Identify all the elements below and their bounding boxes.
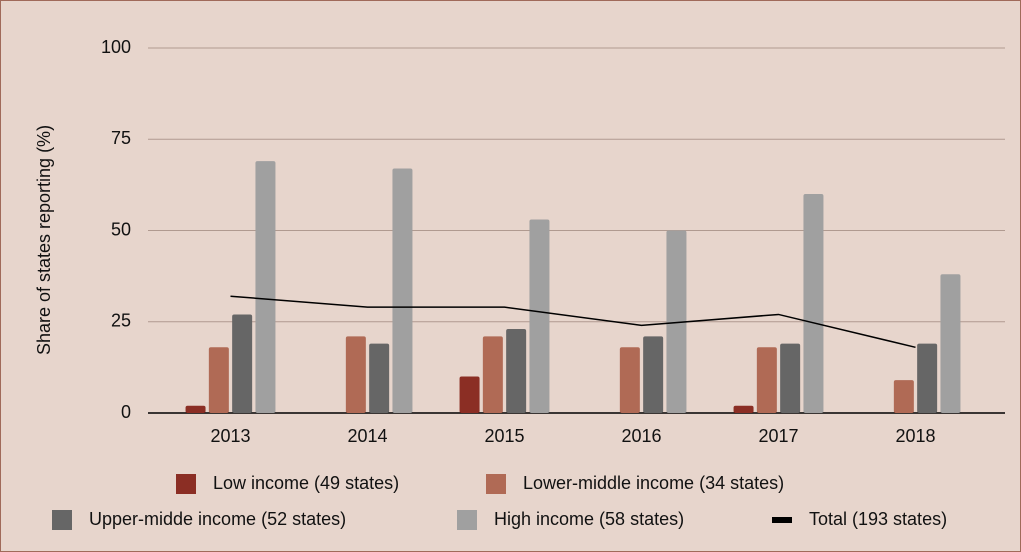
x-tick-label: 2015 bbox=[484, 426, 524, 446]
legend-line bbox=[772, 517, 792, 523]
bar bbox=[482, 336, 503, 413]
x-tick-label: 2018 bbox=[895, 426, 935, 446]
bar bbox=[255, 161, 276, 413]
legend-label: High income (58 states) bbox=[494, 509, 684, 529]
legend-label: Total (193 states) bbox=[809, 509, 947, 529]
bar bbox=[185, 405, 206, 413]
legend-swatch bbox=[52, 510, 72, 530]
x-tick-label: 2014 bbox=[347, 426, 387, 446]
x-tick-label: 2017 bbox=[758, 426, 798, 446]
y-tick-label: 0 bbox=[121, 402, 131, 422]
bar bbox=[619, 347, 640, 413]
y-tick-label: 50 bbox=[111, 219, 131, 239]
y-tick-label: 25 bbox=[111, 311, 131, 331]
bar bbox=[529, 219, 550, 413]
bar bbox=[392, 168, 413, 413]
bar bbox=[666, 230, 687, 413]
y-tick-label: 75 bbox=[111, 128, 131, 148]
legend-swatch bbox=[457, 510, 477, 530]
legend-label: Upper-midde income (52 states) bbox=[89, 509, 346, 529]
x-tick-label: 2016 bbox=[621, 426, 661, 446]
bar bbox=[208, 347, 229, 413]
bar bbox=[780, 343, 801, 413]
legend-label: Lower-middle income (34 states) bbox=[523, 473, 784, 493]
bar bbox=[733, 405, 754, 413]
bar bbox=[345, 336, 366, 413]
legend-label: Low income (49 states) bbox=[213, 473, 399, 493]
legend-swatch bbox=[486, 474, 506, 494]
bar bbox=[917, 343, 938, 413]
bar bbox=[232, 314, 253, 413]
y-tick-label: 100 bbox=[101, 37, 131, 57]
bar bbox=[369, 343, 390, 413]
bar bbox=[506, 329, 527, 413]
bar bbox=[459, 376, 480, 413]
bar bbox=[643, 336, 664, 413]
bar bbox=[893, 380, 914, 413]
line bbox=[230, 295, 916, 349]
bar bbox=[940, 274, 961, 413]
legend-swatch bbox=[176, 474, 196, 494]
y-axis-label: Share of states reporting (%) bbox=[34, 125, 54, 355]
bar bbox=[803, 194, 824, 413]
x-tick-label: 2013 bbox=[210, 426, 250, 446]
bar bbox=[756, 347, 777, 413]
